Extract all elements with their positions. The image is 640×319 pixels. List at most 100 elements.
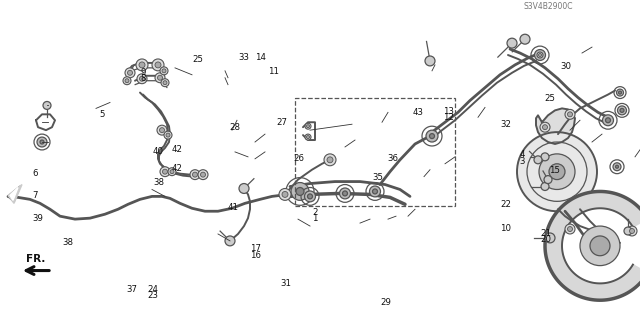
Circle shape: [137, 74, 147, 84]
Text: 31: 31: [280, 279, 291, 288]
Text: 17: 17: [250, 244, 260, 254]
Circle shape: [225, 236, 235, 246]
Circle shape: [565, 109, 575, 119]
Circle shape: [239, 183, 249, 193]
Circle shape: [534, 156, 542, 164]
Circle shape: [37, 137, 47, 147]
Polygon shape: [8, 184, 22, 203]
Circle shape: [568, 226, 573, 232]
Text: 22: 22: [500, 200, 511, 209]
Circle shape: [305, 191, 316, 202]
Circle shape: [123, 77, 131, 85]
Text: 13: 13: [443, 107, 454, 116]
Circle shape: [429, 134, 435, 138]
Text: 16: 16: [250, 251, 260, 260]
Text: 24: 24: [147, 285, 158, 293]
Circle shape: [565, 224, 575, 234]
Circle shape: [136, 59, 148, 71]
Text: 38: 38: [63, 238, 74, 247]
Text: 2: 2: [312, 208, 318, 217]
Text: 23: 23: [147, 291, 158, 300]
Circle shape: [164, 131, 172, 139]
Text: 1: 1: [312, 214, 318, 223]
Circle shape: [162, 69, 166, 73]
Circle shape: [155, 62, 161, 68]
Text: 40: 40: [152, 147, 163, 156]
Circle shape: [613, 163, 621, 171]
Text: 41: 41: [227, 204, 238, 212]
Circle shape: [166, 133, 170, 137]
Polygon shape: [10, 188, 18, 200]
Circle shape: [605, 118, 611, 123]
Circle shape: [160, 167, 170, 177]
Polygon shape: [545, 191, 640, 300]
Circle shape: [198, 170, 208, 180]
Circle shape: [616, 165, 618, 168]
Circle shape: [543, 125, 547, 130]
Circle shape: [616, 89, 623, 96]
Text: 6: 6: [32, 169, 38, 178]
Circle shape: [425, 56, 435, 66]
Circle shape: [159, 128, 164, 133]
Text: 30: 30: [560, 62, 571, 70]
Circle shape: [125, 79, 129, 83]
Circle shape: [549, 164, 565, 180]
Circle shape: [630, 228, 634, 234]
Circle shape: [139, 62, 145, 68]
Circle shape: [170, 170, 174, 174]
Circle shape: [618, 91, 621, 94]
Circle shape: [157, 75, 163, 80]
Circle shape: [545, 233, 555, 243]
Text: 10: 10: [500, 224, 511, 233]
Circle shape: [580, 226, 620, 266]
Circle shape: [602, 115, 614, 126]
Circle shape: [538, 53, 542, 57]
Text: 35: 35: [372, 173, 383, 182]
Circle shape: [291, 182, 309, 200]
Text: 37: 37: [127, 286, 138, 294]
Circle shape: [305, 134, 311, 140]
Circle shape: [161, 79, 169, 87]
Circle shape: [590, 236, 610, 256]
Circle shape: [327, 157, 333, 163]
Text: 43: 43: [413, 108, 424, 117]
Circle shape: [517, 132, 597, 211]
Circle shape: [193, 172, 198, 177]
Circle shape: [307, 136, 310, 138]
Circle shape: [190, 170, 200, 180]
Circle shape: [618, 106, 627, 115]
Text: FR.: FR.: [26, 254, 45, 264]
Text: 28: 28: [229, 123, 240, 132]
Text: 27: 27: [276, 118, 287, 127]
Polygon shape: [536, 108, 575, 144]
Text: 42: 42: [172, 164, 182, 173]
Circle shape: [541, 153, 549, 161]
Circle shape: [163, 81, 167, 85]
Circle shape: [620, 108, 624, 112]
Circle shape: [324, 154, 336, 166]
Circle shape: [40, 140, 44, 144]
Circle shape: [534, 49, 545, 60]
Circle shape: [152, 59, 164, 71]
Text: 39: 39: [32, 214, 43, 223]
Circle shape: [307, 125, 310, 128]
Circle shape: [372, 189, 378, 194]
Circle shape: [627, 226, 637, 236]
Circle shape: [155, 73, 165, 83]
Circle shape: [160, 67, 168, 75]
Circle shape: [541, 182, 549, 190]
Circle shape: [426, 130, 438, 142]
Text: 25: 25: [192, 55, 203, 64]
Circle shape: [520, 34, 530, 44]
Text: 7: 7: [32, 191, 38, 201]
Text: 42: 42: [172, 145, 182, 154]
Circle shape: [168, 168, 176, 176]
Text: 8: 8: [141, 74, 147, 83]
Circle shape: [125, 68, 135, 78]
Circle shape: [279, 189, 291, 200]
Text: 14: 14: [255, 53, 266, 62]
Circle shape: [342, 191, 348, 196]
Circle shape: [540, 122, 550, 132]
Text: 26: 26: [293, 154, 304, 163]
Circle shape: [539, 154, 575, 189]
